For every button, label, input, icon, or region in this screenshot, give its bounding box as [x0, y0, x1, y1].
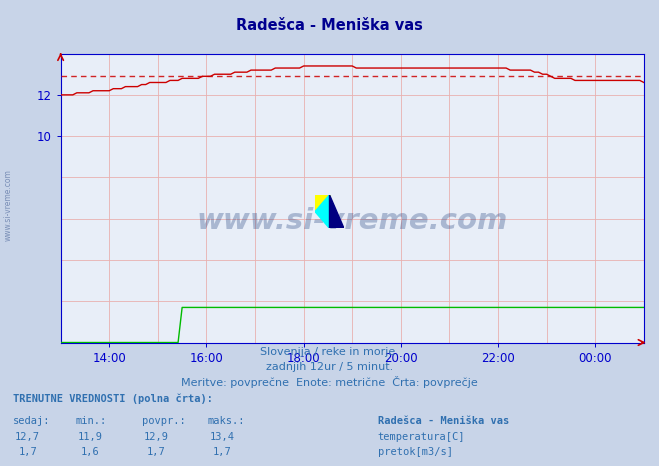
Text: Slovenija / reke in morje.: Slovenija / reke in morje.: [260, 347, 399, 357]
Text: Radešca - Meniška vas: Radešca - Meniška vas: [378, 416, 509, 426]
Text: 1,7: 1,7: [213, 447, 231, 457]
Text: 11,9: 11,9: [78, 432, 103, 442]
Text: Meritve: povprečne  Enote: metrične  Črta: povprečje: Meritve: povprečne Enote: metrične Črta:…: [181, 376, 478, 388]
Text: 13,4: 13,4: [210, 432, 235, 442]
Polygon shape: [315, 195, 330, 228]
Text: TRENUTNE VREDNOSTI (polna črta):: TRENUTNE VREDNOSTI (polna črta):: [13, 393, 213, 404]
Text: maks.:: maks.:: [208, 416, 245, 426]
Text: 1,6: 1,6: [81, 447, 100, 457]
Text: pretok[m3/s]: pretok[m3/s]: [378, 447, 453, 457]
Text: sedaj:: sedaj:: [13, 416, 51, 426]
Polygon shape: [315, 195, 330, 212]
Text: www.si-vreme.com: www.si-vreme.com: [196, 207, 508, 235]
Text: min.:: min.:: [76, 416, 107, 426]
Text: www.si-vreme.com: www.si-vreme.com: [3, 169, 13, 241]
Polygon shape: [330, 195, 344, 228]
Text: 12,7: 12,7: [15, 432, 40, 442]
Text: 1,7: 1,7: [18, 447, 37, 457]
Text: zadnjih 12ur / 5 minut.: zadnjih 12ur / 5 minut.: [266, 362, 393, 372]
Text: Radešca - Meniška vas: Radešca - Meniška vas: [236, 18, 423, 33]
Text: 12,9: 12,9: [144, 432, 169, 442]
Text: 1,7: 1,7: [147, 447, 165, 457]
Text: povpr.:: povpr.:: [142, 416, 185, 426]
Text: temperatura[C]: temperatura[C]: [378, 432, 465, 442]
